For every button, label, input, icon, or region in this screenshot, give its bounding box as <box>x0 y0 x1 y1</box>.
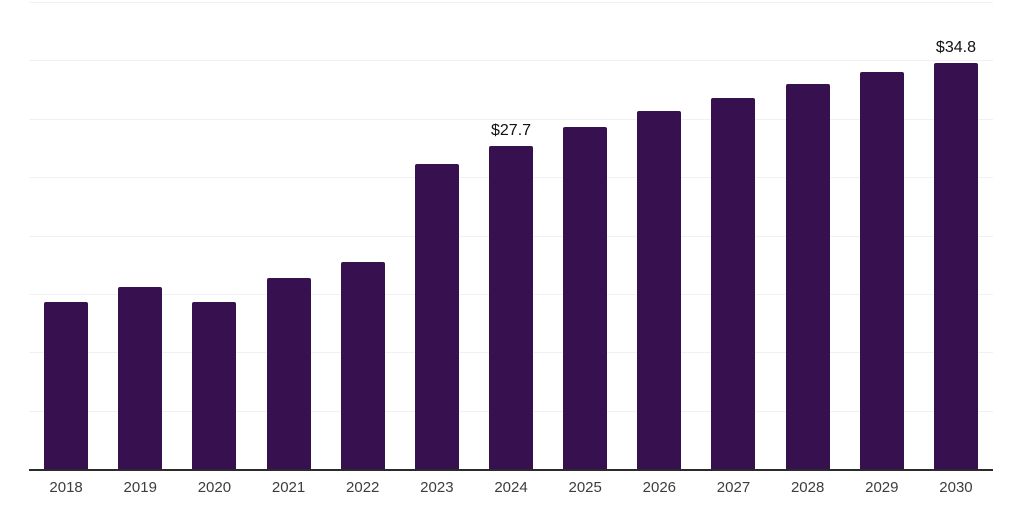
bar-2028 <box>785 83 830 469</box>
bar-2025 <box>563 126 608 469</box>
x-tick-2027: 2027 <box>716 479 751 496</box>
x-tick-2025: 2025 <box>568 479 602 496</box>
bar-2018 <box>44 302 89 469</box>
bar-2023 <box>414 164 459 469</box>
bars-container: $27.7 $34.8 <box>29 2 993 469</box>
bar-2022 <box>340 262 385 469</box>
bar-slot-2027 <box>696 2 770 469</box>
bar-slot-2023 <box>400 2 474 469</box>
bar-slot-2024: $27.7 <box>474 2 548 469</box>
value-label-2030: $34.8 <box>935 38 976 56</box>
x-tick-2018: 2018 <box>49 479 83 496</box>
x-tick-2020: 2020 <box>197 479 232 496</box>
plot-area: $27.7 $34.8 <box>29 2 993 471</box>
bar-slot-2029 <box>845 2 919 469</box>
bar-2021 <box>266 277 311 469</box>
bar-slot-2019 <box>103 2 177 469</box>
bar-2027 <box>711 97 756 469</box>
bar-slot-2028 <box>771 2 845 469</box>
bar-slot-2021 <box>251 2 325 469</box>
bar-slot-2022 <box>326 2 400 469</box>
x-tick-2030: 2030 <box>939 479 973 496</box>
x-tick-2028: 2028 <box>790 479 825 496</box>
bar-slot-2026 <box>622 2 696 469</box>
x-tick-2023: 2023 <box>420 479 454 496</box>
bar-slot-2030: $34.8 <box>919 2 993 469</box>
value-label-2024: $27.7 <box>490 121 532 139</box>
bar-slot-2020 <box>177 2 251 469</box>
gridline-40 <box>29 2 993 3</box>
gridline-30 <box>29 118 993 120</box>
bar-2026 <box>637 110 682 469</box>
x-tick-2024: 2024 <box>494 479 528 496</box>
bar-2029 <box>859 72 904 469</box>
x-tick-2019: 2019 <box>123 479 157 496</box>
x-tick-2026: 2026 <box>642 479 677 496</box>
x-tick-2029: 2029 <box>865 479 899 496</box>
gridline-35 <box>29 60 993 62</box>
bar-2030: $34.8 <box>933 39 978 469</box>
bar-2019 <box>118 286 163 469</box>
bar-slot-2025 <box>548 2 622 469</box>
bar-slot-2018 <box>29 2 103 469</box>
bar-2020 <box>192 302 237 469</box>
x-axis-labels: 2018 2019 2020 2021 2022 2023 2024 2025 2026 2027… <box>29 479 993 497</box>
bar-2024: $27.7 <box>489 122 534 469</box>
x-tick-2021: 2021 <box>271 479 306 496</box>
x-tick-2022: 2022 <box>346 479 380 496</box>
